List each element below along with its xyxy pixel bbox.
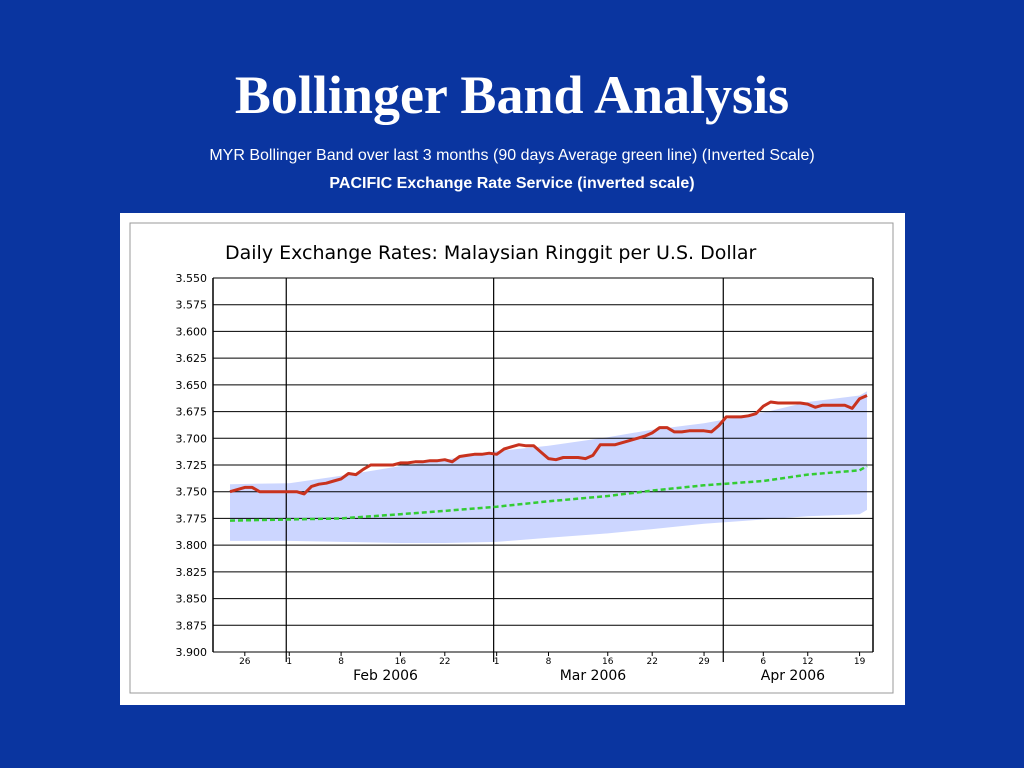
x-tick-label: 26 <box>239 657 251 667</box>
x-tick-label: 1 <box>286 657 292 667</box>
x-tick-label: 16 <box>395 657 407 667</box>
average-line <box>229 465 868 522</box>
x-tick-label: 29 <box>698 657 710 667</box>
x-tick-label: 1 <box>494 657 500 667</box>
y-tick-label: 3.650 <box>176 379 208 392</box>
y-tick-label: 3.850 <box>176 593 208 606</box>
y-tick-label: 3.875 <box>176 619 208 632</box>
y-tick-label: 3.825 <box>176 566 208 579</box>
y-tick-label: 3.550 <box>176 272 208 285</box>
chart-frame: Daily Exchange Rates: Malaysian Ringgit … <box>120 213 905 705</box>
x-tick-label: 6 <box>760 657 766 667</box>
y-tick-label: 3.775 <box>176 512 208 525</box>
x-tick-label: 19 <box>854 657 866 667</box>
slide-subtitle: MYR Bollinger Band over last 3 months (9… <box>209 147 815 164</box>
x-tick-label: 8 <box>546 657 552 667</box>
y-tick-label: 3.800 <box>176 539 208 552</box>
y-tick-label: 3.625 <box>176 352 208 365</box>
chart-title: Daily Exchange Rates: Malaysian Ringgit … <box>225 242 757 264</box>
y-tick-label: 3.675 <box>176 406 208 419</box>
x-tick-label: 22 <box>439 657 450 667</box>
y-tick-label: 3.600 <box>176 325 208 338</box>
month-label: Feb 2006 <box>353 668 418 684</box>
exchange-rate-line <box>229 394 868 496</box>
x-tick-label: 12 <box>802 657 813 667</box>
slide-title: Bollinger Band Analysis <box>234 65 790 125</box>
y-tick-label: 3.725 <box>176 459 208 472</box>
y-tick-label: 3.900 <box>176 646 208 659</box>
y-tick-label: 3.700 <box>176 432 208 445</box>
month-label: Apr 2006 <box>761 668 825 684</box>
x-tick-label: 22 <box>646 657 657 667</box>
y-tick-label: 3.575 <box>176 299 208 312</box>
y-tick-label: 3.750 <box>176 486 208 499</box>
bollinger-band <box>230 391 867 543</box>
data-source: PACIFIC Exchange Rate Service (inverted … <box>329 175 695 192</box>
exchange-rate-chart: Daily Exchange Rates: Malaysian Ringgit … <box>129 222 894 694</box>
x-tick-label: 16 <box>602 657 614 667</box>
x-tick-label: 8 <box>338 657 344 667</box>
month-label: Mar 2006 <box>560 668 627 684</box>
